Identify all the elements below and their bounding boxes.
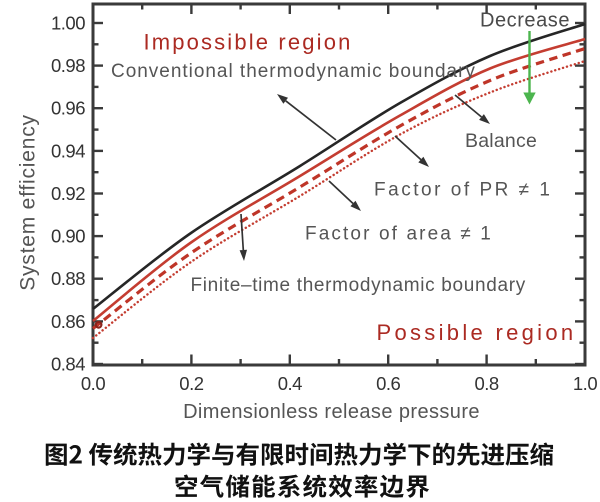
svg-text:Factor of PR ≠ 1: Factor of PR ≠ 1	[374, 180, 553, 201]
svg-text:Finite–time thermodynamic boun: Finite–time thermodynamic boundary	[191, 275, 526, 296]
svg-text:0.2: 0.2	[179, 373, 203, 394]
svg-text:0.8: 0.8	[474, 373, 498, 394]
svg-text:Conventional thermodynamic bou: Conventional thermodynamic boundary	[111, 61, 476, 82]
svg-text:0.86: 0.86	[51, 311, 85, 332]
svg-text:0.84: 0.84	[51, 353, 85, 374]
svg-text:0.92: 0.92	[51, 183, 85, 204]
svg-text:Decrease: Decrease	[480, 10, 570, 32]
svg-text:0.6: 0.6	[376, 373, 400, 394]
svg-text:1.0: 1.0	[573, 373, 597, 394]
svg-text:0.88: 0.88	[51, 268, 85, 289]
svg-text:0.90: 0.90	[51, 226, 85, 247]
svg-text:0.96: 0.96	[51, 98, 85, 119]
svg-text:Impossible region: Impossible region	[144, 29, 353, 54]
svg-text:System efficiency: System efficiency	[17, 114, 40, 291]
svg-text:0.0: 0.0	[81, 373, 105, 394]
svg-text:0.98: 0.98	[51, 55, 85, 76]
svg-text:Factor of area ≠ 1: Factor of area ≠ 1	[305, 224, 493, 245]
svg-text:Dimensionless release pressure: Dimensionless release pressure	[183, 401, 480, 423]
svg-text:0.94: 0.94	[51, 140, 85, 161]
svg-text:1.00: 1.00	[51, 12, 85, 33]
svg-text:Balance: Balance	[465, 130, 537, 152]
svg-text:Possible region: Possible region	[377, 320, 577, 345]
svg-text:0.4: 0.4	[278, 373, 302, 394]
